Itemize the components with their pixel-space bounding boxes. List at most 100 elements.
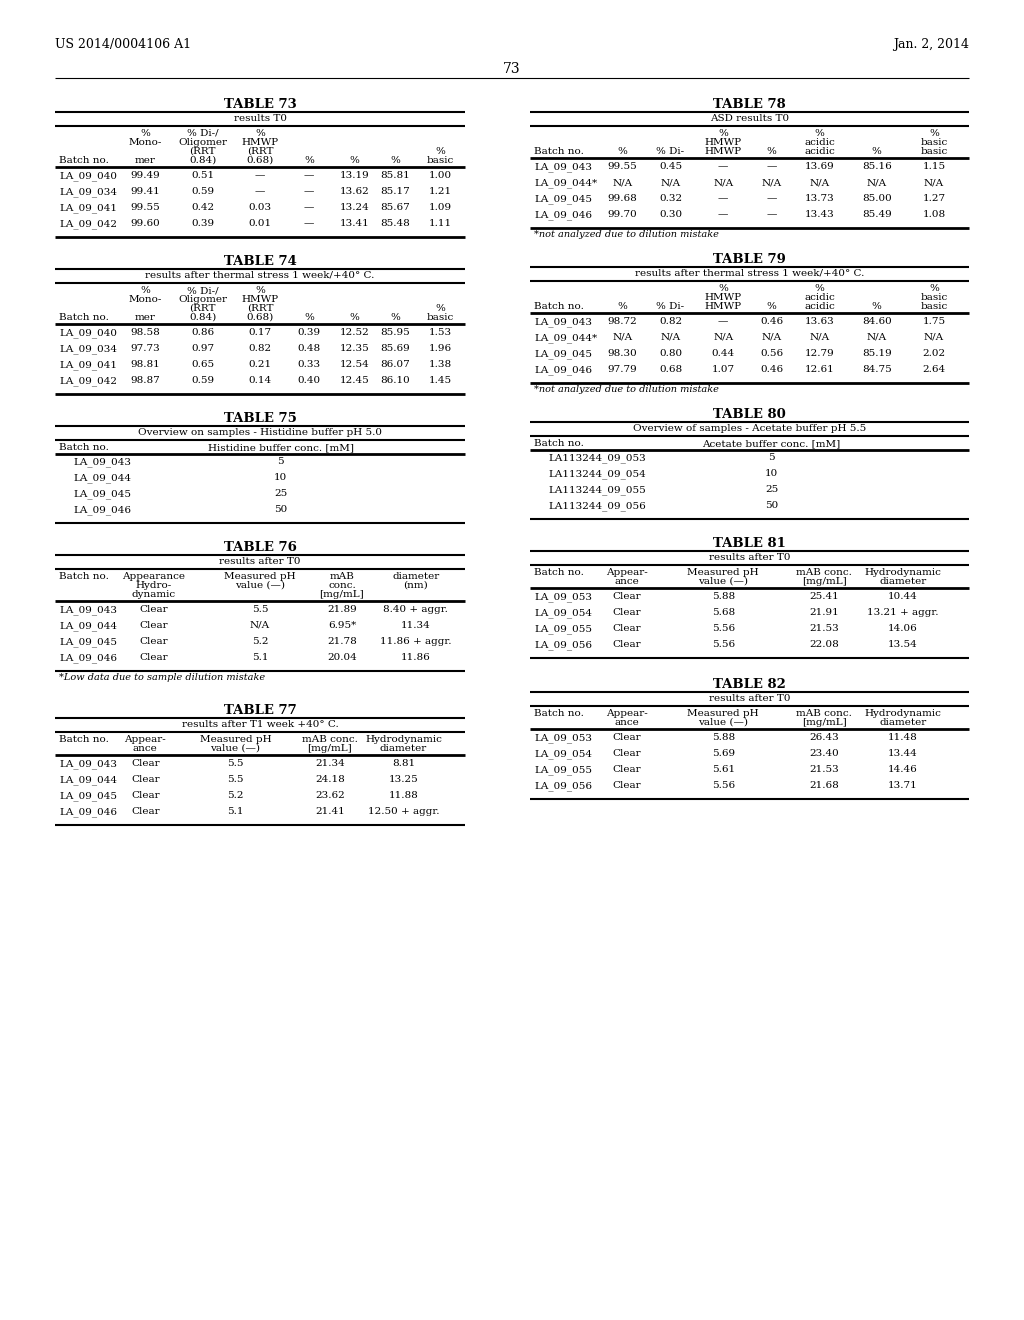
Text: 85.00: 85.00 xyxy=(862,194,892,203)
Text: 21.68: 21.68 xyxy=(809,781,839,789)
Text: N/A: N/A xyxy=(866,333,887,342)
Text: LA_09_041: LA_09_041 xyxy=(59,360,117,370)
Text: [mg/mL]: [mg/mL] xyxy=(307,744,352,752)
Text: LA113244_09_055: LA113244_09_055 xyxy=(548,484,646,495)
Text: 97.79: 97.79 xyxy=(607,366,637,374)
Text: 12.45: 12.45 xyxy=(339,376,370,385)
Text: TABLE 74: TABLE 74 xyxy=(223,255,296,268)
Text: 97.73: 97.73 xyxy=(130,345,160,352)
Text: 11.34: 11.34 xyxy=(401,620,431,630)
Text: 1.08: 1.08 xyxy=(923,210,945,219)
Text: TABLE 76: TABLE 76 xyxy=(223,541,296,554)
Text: 22.08: 22.08 xyxy=(809,640,839,649)
Text: N/A: N/A xyxy=(810,333,829,342)
Text: diameter: diameter xyxy=(880,577,927,586)
Text: results after T0: results after T0 xyxy=(709,553,791,562)
Text: 5.5: 5.5 xyxy=(252,605,268,614)
Text: 1.45: 1.45 xyxy=(429,376,452,385)
Text: TABLE 80: TABLE 80 xyxy=(713,408,785,421)
Text: 0.80: 0.80 xyxy=(658,348,682,358)
Text: %: % xyxy=(767,302,776,312)
Text: —: — xyxy=(718,194,728,203)
Text: 5.1: 5.1 xyxy=(252,653,268,663)
Text: Clear: Clear xyxy=(612,640,641,649)
Text: 21.41: 21.41 xyxy=(314,807,344,816)
Text: 8.81: 8.81 xyxy=(392,759,415,768)
Text: N/A: N/A xyxy=(866,178,887,187)
Text: LA_09_042: LA_09_042 xyxy=(59,219,117,228)
Text: %: % xyxy=(929,129,939,139)
Text: Mono-: Mono- xyxy=(129,294,162,304)
Text: ance: ance xyxy=(133,744,158,752)
Text: %: % xyxy=(255,129,265,139)
Text: ASD results T0: ASD results T0 xyxy=(710,114,790,123)
Text: LA_09_040: LA_09_040 xyxy=(59,172,117,181)
Text: —: — xyxy=(766,210,776,219)
Text: Clear: Clear xyxy=(131,791,160,800)
Text: *not analyzed due to dilution mistake: *not analyzed due to dilution mistake xyxy=(534,385,719,393)
Text: %: % xyxy=(390,313,400,322)
Text: LA113244_09_054: LA113244_09_054 xyxy=(548,469,646,479)
Text: Batch no.: Batch no. xyxy=(59,444,109,451)
Text: 21.91: 21.91 xyxy=(809,609,839,616)
Text: 99.49: 99.49 xyxy=(130,172,160,180)
Text: basic: basic xyxy=(921,293,947,302)
Text: Jan. 2, 2014: Jan. 2, 2014 xyxy=(893,38,969,51)
Text: Clear: Clear xyxy=(131,759,160,768)
Text: 21.78: 21.78 xyxy=(327,638,357,645)
Text: Clear: Clear xyxy=(612,609,641,616)
Text: [mg/mL]: [mg/mL] xyxy=(319,590,365,599)
Text: %: % xyxy=(929,284,939,293)
Text: Clear: Clear xyxy=(612,781,641,789)
Text: Hydrodynamic: Hydrodynamic xyxy=(864,568,942,577)
Text: %: % xyxy=(815,129,824,139)
Text: LA_09_043: LA_09_043 xyxy=(59,759,117,768)
Text: LA_09_056: LA_09_056 xyxy=(534,640,592,649)
Text: 86.07: 86.07 xyxy=(381,360,411,370)
Text: LA_09_043: LA_09_043 xyxy=(534,162,592,172)
Text: 25: 25 xyxy=(765,484,778,494)
Text: Measured pH: Measured pH xyxy=(224,572,296,581)
Text: diameter: diameter xyxy=(392,572,439,581)
Text: 12.61: 12.61 xyxy=(805,366,835,374)
Text: LA_09_046: LA_09_046 xyxy=(59,807,117,817)
Text: 6.95*: 6.95* xyxy=(328,620,356,630)
Text: 21.53: 21.53 xyxy=(809,624,839,634)
Text: 5.88: 5.88 xyxy=(712,733,735,742)
Text: Appear-: Appear- xyxy=(606,568,647,577)
Text: LA_09_034: LA_09_034 xyxy=(59,345,117,354)
Text: 10: 10 xyxy=(273,473,287,482)
Text: 23.40: 23.40 xyxy=(809,748,839,758)
Text: LA_09_044: LA_09_044 xyxy=(59,620,117,631)
Text: N/A: N/A xyxy=(660,178,681,187)
Text: LA_09_043: LA_09_043 xyxy=(534,317,592,326)
Text: Batch no.: Batch no. xyxy=(59,735,109,744)
Text: Measured pH: Measured pH xyxy=(687,709,759,718)
Text: LA_09_044*: LA_09_044* xyxy=(534,178,597,187)
Text: 85.19: 85.19 xyxy=(862,348,892,358)
Text: Hydrodynamic: Hydrodynamic xyxy=(366,735,442,744)
Text: 1.15: 1.15 xyxy=(923,162,945,172)
Text: 13.63: 13.63 xyxy=(805,317,835,326)
Text: %: % xyxy=(767,147,776,156)
Text: 85.49: 85.49 xyxy=(862,210,892,219)
Text: Hydro-: Hydro- xyxy=(135,581,172,590)
Text: 2.64: 2.64 xyxy=(923,366,945,374)
Text: LA_09_044: LA_09_044 xyxy=(73,473,131,483)
Text: conc.: conc. xyxy=(328,581,356,590)
Text: Appearance: Appearance xyxy=(122,572,185,581)
Text: —: — xyxy=(304,187,314,195)
Text: TABLE 75: TABLE 75 xyxy=(223,412,296,425)
Text: 0.68): 0.68) xyxy=(247,313,273,322)
Text: 1.27: 1.27 xyxy=(923,194,945,203)
Text: N/A: N/A xyxy=(810,178,829,187)
Text: mAB: mAB xyxy=(330,572,354,581)
Text: HMWP: HMWP xyxy=(705,139,741,147)
Text: Histidine buffer conc. [mM]: Histidine buffer conc. [mM] xyxy=(208,444,353,451)
Text: 11.86: 11.86 xyxy=(401,653,431,663)
Text: 0.44: 0.44 xyxy=(712,348,735,358)
Text: 85.48: 85.48 xyxy=(381,219,411,228)
Text: 10: 10 xyxy=(765,469,778,478)
Text: LA_09_043: LA_09_043 xyxy=(59,605,117,615)
Text: 21.34: 21.34 xyxy=(314,759,344,768)
